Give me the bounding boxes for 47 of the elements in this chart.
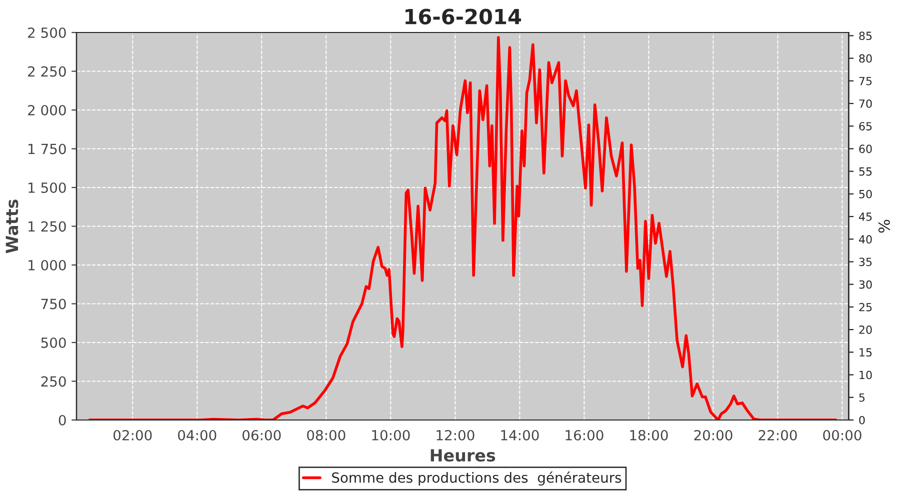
x-tick-label: 08:00 — [307, 430, 346, 440]
y-axis-title: Watts — [6, 200, 18, 254]
y2-tick-label: 5 — [859, 394, 865, 402]
x-tick-label: 16:00 — [566, 430, 604, 440]
x-tick-label: 18:00 — [630, 430, 668, 440]
x-tick-label: 20:00 — [694, 430, 732, 440]
y-tick-label: 2 500 — [28, 27, 66, 38]
y2-tick-label: 30 — [859, 280, 872, 289]
y2-tick-label: 0 — [859, 416, 865, 424]
y2-tick-label: 55 — [859, 167, 872, 176]
y2-tick-label: 70 — [859, 99, 872, 108]
x-tick-label: 12:00 — [436, 430, 474, 440]
y-tick-label: 1 000 — [28, 260, 66, 270]
x-axis-title: Heures — [430, 449, 496, 462]
y2-tick-label: 85 — [859, 32, 872, 40]
y2-axis-title: % — [878, 220, 890, 233]
y-tick-label: 500 — [41, 337, 66, 348]
y-tick-label: 250 — [41, 376, 66, 387]
y-tick-label: 750 — [41, 298, 66, 310]
y-tick-label: 2 000 — [28, 104, 66, 116]
y2-tick-label: 35 — [859, 258, 872, 266]
y2-tick-label: 50 — [859, 190, 872, 198]
x-tick-label: 14:00 — [501, 430, 539, 440]
y2-tick-label: 25 — [859, 302, 872, 312]
y2-tick-label: 75 — [859, 77, 872, 86]
legend-label: Somme des productions des générateurs — [332, 472, 622, 486]
x-tick-label: 22:00 — [758, 430, 797, 440]
x-tick-label: 04:00 — [178, 430, 216, 440]
x-tick-label: 10:00 — [372, 430, 410, 440]
y-tick-label: 2 250 — [28, 66, 66, 77]
line-series — [88, 36, 838, 420]
y-tick-label: 1 750 — [28, 144, 66, 154]
y2-tick-label: 15 — [860, 348, 872, 357]
y2-tick-label: 20 — [859, 326, 872, 334]
y2-tick-label: 45 — [858, 212, 872, 221]
x-tick-label: 00:00 — [823, 430, 862, 440]
y-tick-label: 1 250 — [28, 221, 66, 232]
y2-tick-label: 60 — [859, 144, 872, 154]
y-tick-label: 1 500 — [28, 182, 66, 193]
y2-tick-label: 40 — [858, 235, 872, 244]
chart-title: 16-6-2014 — [406, 8, 522, 24]
x-tick-label: 02:00 — [114, 430, 152, 440]
y-tick-label: 0 — [58, 414, 66, 426]
y2-tick-label: 80 — [859, 54, 872, 63]
x-tick-label: 06:00 — [242, 430, 281, 440]
y2-tick-label: 10 — [860, 370, 872, 380]
y2-tick-label: 65 — [859, 122, 872, 130]
